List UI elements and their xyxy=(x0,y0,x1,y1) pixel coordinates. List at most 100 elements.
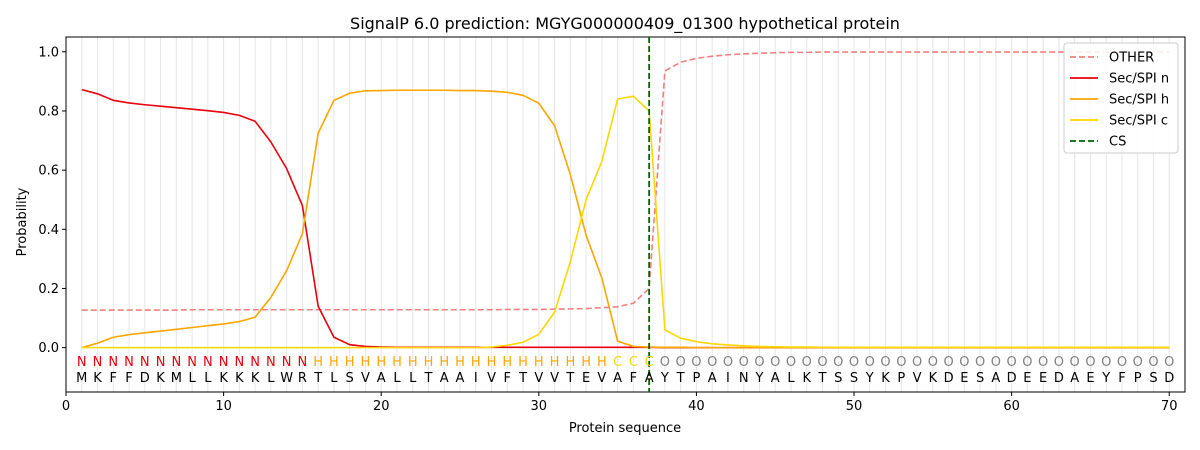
series-line-other xyxy=(81,51,1170,311)
region-label: N xyxy=(234,355,244,370)
x-tick-label: 30 xyxy=(531,399,548,414)
region-label: N xyxy=(187,355,197,370)
region-label: O xyxy=(786,355,796,370)
region-label: O xyxy=(723,355,733,370)
legend-label: Sec/SPI c xyxy=(1109,114,1168,129)
region-label: N xyxy=(266,355,276,370)
y-tick-label: 0.6 xyxy=(38,164,59,179)
region-label: O xyxy=(1070,355,1080,370)
residue-label: K xyxy=(235,371,244,386)
residue-label: E xyxy=(960,371,968,386)
residue-label: F xyxy=(110,371,117,386)
y-tick-label: 0.0 xyxy=(38,341,59,356)
region-label: O xyxy=(1022,355,1032,370)
residue-label: E xyxy=(1023,371,1031,386)
residue-label: Y xyxy=(660,371,669,386)
residue-label: V xyxy=(361,371,370,386)
residue-label: Y xyxy=(1101,371,1110,386)
region-label: N xyxy=(171,355,181,370)
region-label: H xyxy=(439,355,449,370)
residue-label: E xyxy=(1086,371,1094,386)
residue-label: V xyxy=(534,371,543,386)
residue-label: M xyxy=(76,371,87,386)
region-label: H xyxy=(581,355,591,370)
region-label: N xyxy=(298,355,308,370)
residue-label: I xyxy=(474,371,478,386)
residue-label: L xyxy=(330,371,338,386)
residue-label: W xyxy=(280,371,293,386)
region-label: O xyxy=(691,355,701,370)
residue-label: K xyxy=(156,371,165,386)
residue-label: L xyxy=(787,371,795,386)
residue-label: K xyxy=(802,371,811,386)
region-label: O xyxy=(896,355,906,370)
residue-label: A xyxy=(771,371,780,386)
residue-label: S xyxy=(976,371,984,386)
residue-label: T xyxy=(313,371,322,386)
series-line-sec-spi-n xyxy=(81,88,1170,349)
region-label: H xyxy=(471,355,481,370)
residue-label: K xyxy=(881,371,890,386)
region-label: N xyxy=(140,355,150,370)
residue-label: T xyxy=(676,371,685,386)
region-label: H xyxy=(597,355,607,370)
residue-label: K xyxy=(93,371,102,386)
x-tick-label: 20 xyxy=(373,399,390,414)
residue-label: L xyxy=(204,371,212,386)
x-tick-label: 10 xyxy=(215,399,232,414)
residue-label: L xyxy=(188,371,196,386)
residue-label: K xyxy=(251,371,260,386)
region-label: H xyxy=(392,355,402,370)
region-label: H xyxy=(534,355,544,370)
region-label: O xyxy=(1007,355,1017,370)
residue-label: D xyxy=(140,371,150,386)
residue-label: K xyxy=(929,371,938,386)
legend-label: Sec/SPI n xyxy=(1109,72,1169,87)
region-label: O xyxy=(1038,355,1048,370)
region-label: O xyxy=(1148,355,1158,370)
region-label: H xyxy=(329,355,339,370)
residue-label: F xyxy=(1118,371,1125,386)
residue-label: V xyxy=(913,371,922,386)
legend-label: CS xyxy=(1109,135,1126,150)
residue-label: T xyxy=(565,371,574,386)
region-label: N xyxy=(250,355,260,370)
x-tick-label: 50 xyxy=(846,399,863,414)
region-label: O xyxy=(912,355,922,370)
region-label: H xyxy=(408,355,418,370)
region-label: N xyxy=(124,355,134,370)
region-label: O xyxy=(880,355,890,370)
residue-label: V xyxy=(597,371,606,386)
residue-label: F xyxy=(630,371,637,386)
residue-label: S xyxy=(850,371,858,386)
region-label: O xyxy=(849,355,859,370)
y-axis-label: Probability xyxy=(15,187,30,256)
residue-label: D xyxy=(1007,371,1017,386)
residue-label: E xyxy=(1039,371,1047,386)
axes-frame xyxy=(65,36,1186,393)
residue-label: F xyxy=(504,371,511,386)
legend-label: Sec/SPI h xyxy=(1109,93,1169,108)
residue-label: D xyxy=(944,371,954,386)
legend-label: OTHER xyxy=(1109,51,1154,66)
region-label: O xyxy=(739,355,749,370)
residue-label: Y xyxy=(754,371,763,386)
residue-label: A xyxy=(440,371,449,386)
residue-label: F xyxy=(125,371,132,386)
residue-label: A xyxy=(1070,371,1079,386)
residue-label: P xyxy=(897,371,905,386)
region-label: H xyxy=(361,355,371,370)
region-label: O xyxy=(1101,355,1111,370)
x-tick-label: 70 xyxy=(1161,399,1178,414)
region-label: H xyxy=(424,355,434,370)
residue-label: D xyxy=(1054,371,1064,386)
region-label: H xyxy=(502,355,512,370)
residue-label: K xyxy=(219,371,228,386)
residue-label: I xyxy=(726,371,730,386)
region-label: O xyxy=(1164,355,1174,370)
region-label: O xyxy=(1117,355,1127,370)
y-tick-label: 0.8 xyxy=(38,104,59,119)
region-label: O xyxy=(707,355,717,370)
residue-label: L xyxy=(409,371,417,386)
region-label: O xyxy=(676,355,686,370)
